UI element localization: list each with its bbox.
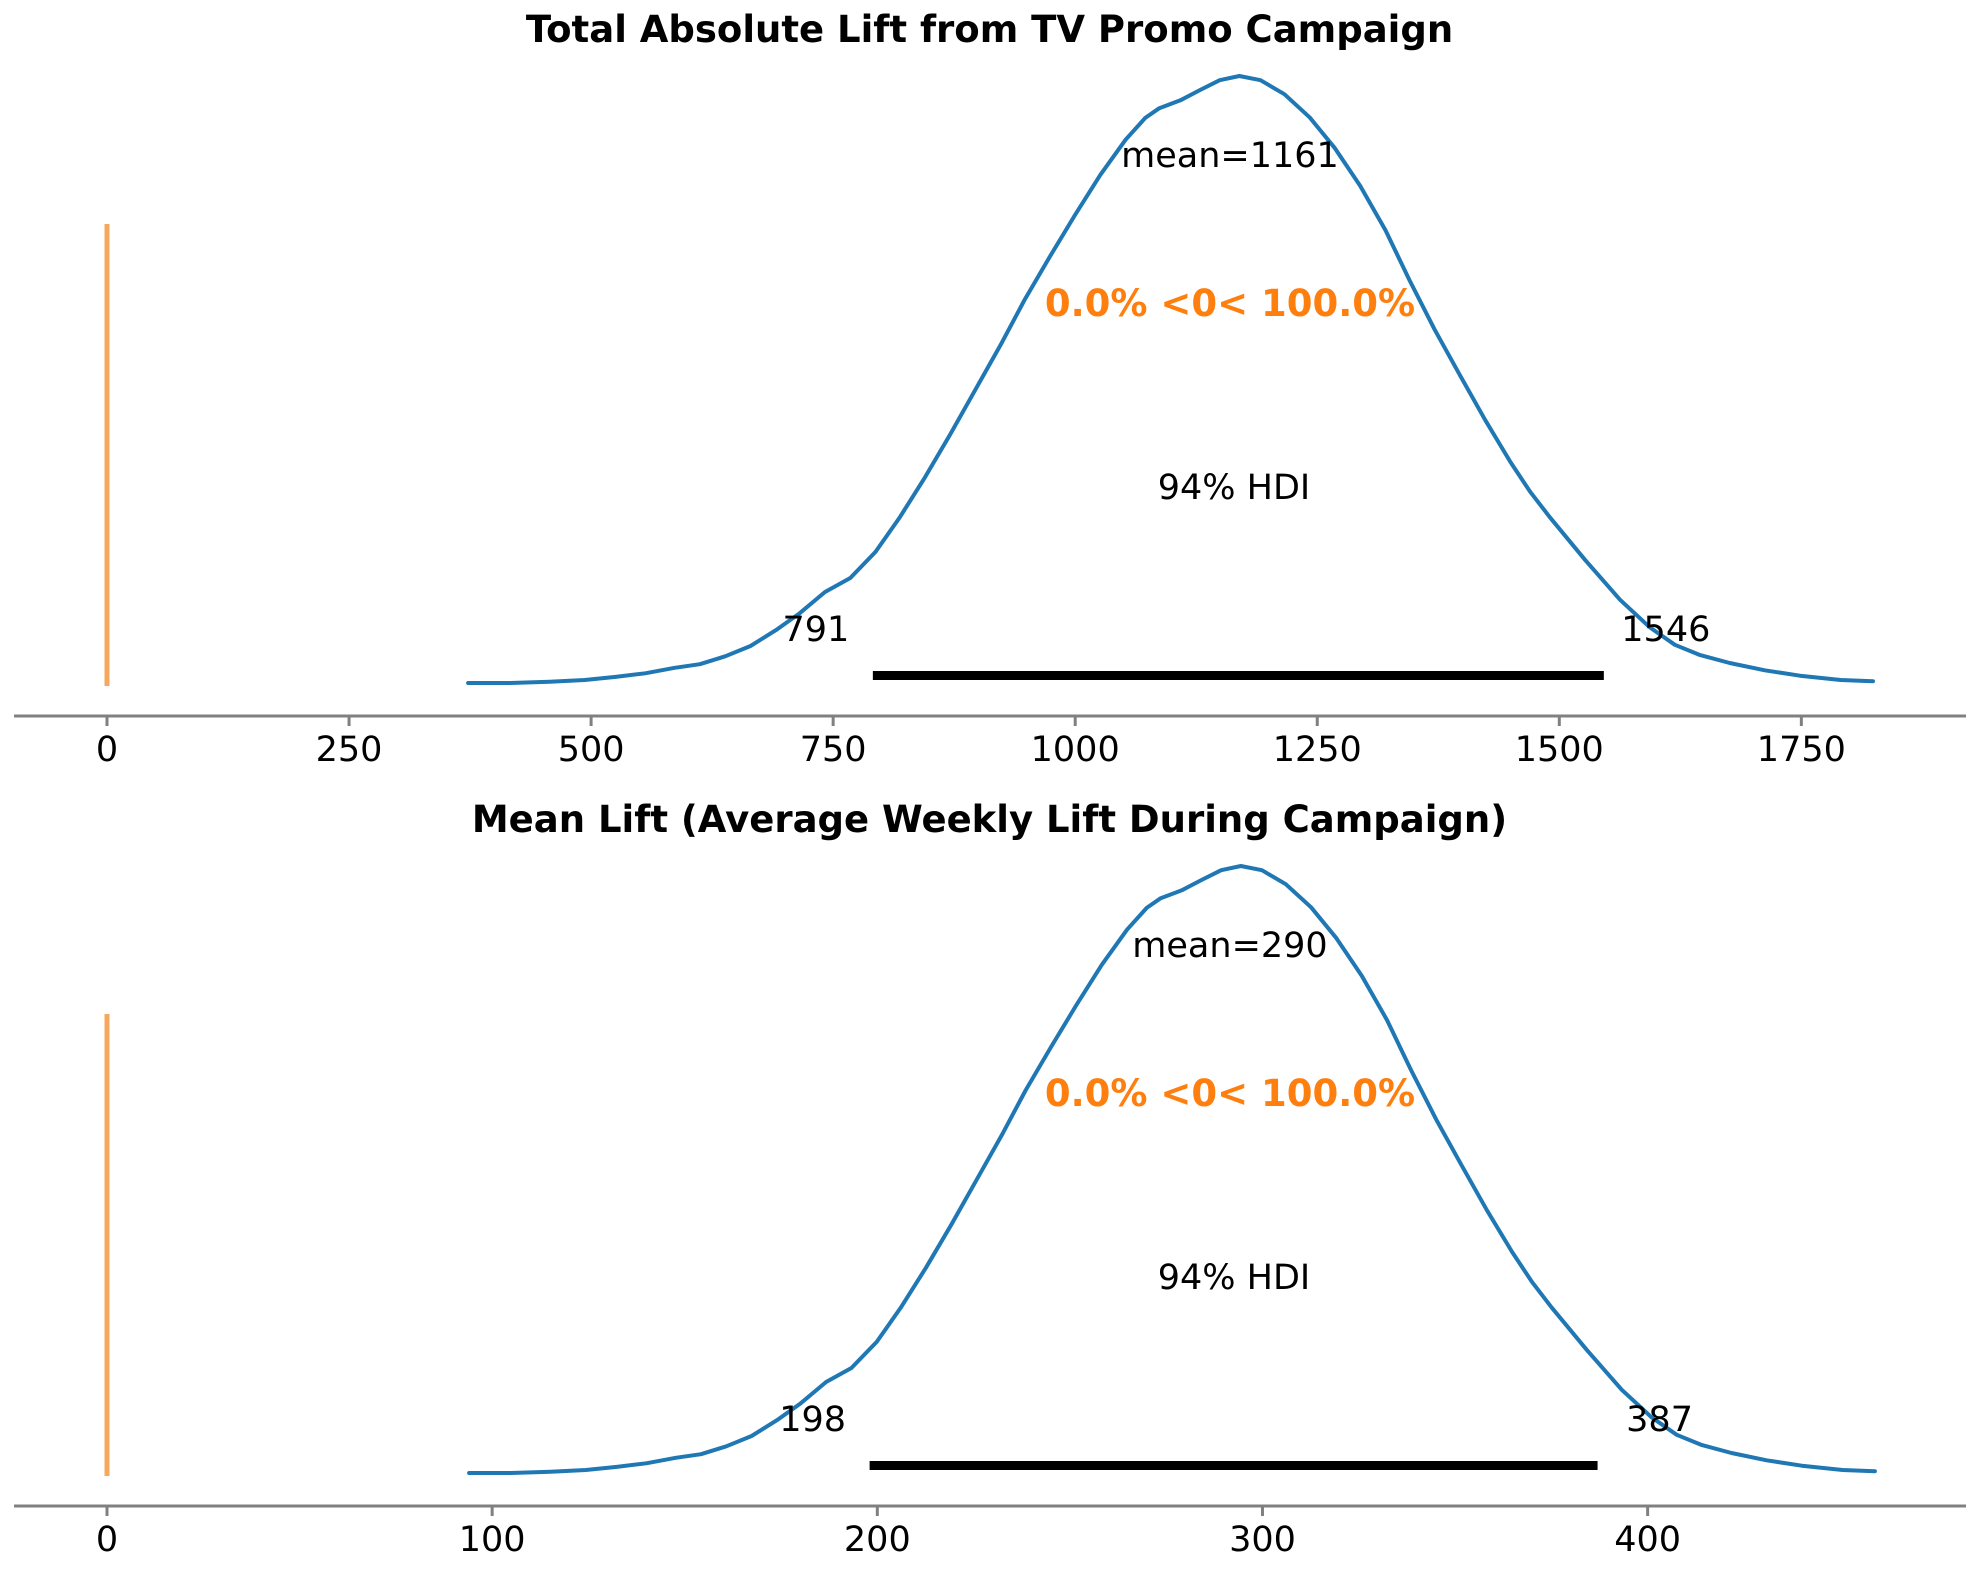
x-axis-tick-label: 500 <box>557 730 625 770</box>
x-axis-tick-label: 250 <box>315 730 383 770</box>
hdi-upper-value: 387 <box>1626 1400 1693 1440</box>
total-lift-plot-area <box>14 74 1966 726</box>
hdi-bar <box>872 671 1604 680</box>
x-axis-tick-label: 400 <box>1614 1520 1682 1560</box>
hdi-bar <box>869 1461 1598 1470</box>
kde-curve <box>467 864 1877 1475</box>
x-axis-tick-label: 1750 <box>1756 730 1846 770</box>
hdi-interval-label: 94% HDI <box>1157 1258 1311 1298</box>
x-axis-tick-label: 0 <box>95 1520 119 1560</box>
ref-value-annotation: 0.0% <0< 100.0% <box>1044 1072 1416 1115</box>
x-axis-tick-label: 300 <box>1229 1520 1296 1560</box>
kde-curve <box>466 74 1875 685</box>
plot-title-total-lift: Total Absolute Lift from TV Promo Campai… <box>525 8 1454 51</box>
mean-annotation: mean=1161 <box>1121 136 1339 176</box>
hdi-lower-value: 198 <box>779 1400 847 1440</box>
hdi-lower-value: 791 <box>782 610 850 650</box>
mean-lift-plot-area <box>14 864 1966 1516</box>
x-axis-tick-label: 1000 <box>1030 730 1120 770</box>
x-axis-tick-label: 1500 <box>1514 730 1604 770</box>
x-axis-tick-label: 1250 <box>1272 730 1362 770</box>
hdi-interval-label: 94% HDI <box>1157 468 1311 508</box>
hdi-upper-value: 1546 <box>1621 610 1711 650</box>
x-axis-tick-label: 750 <box>799 730 867 770</box>
ref-value-annotation: 0.0% <0< 100.0% <box>1044 282 1416 325</box>
plot-title-mean-lift: Mean Lift (Average Weekly Lift During Ca… <box>471 798 1508 841</box>
posterior-plot-mean-lift: Mean Lift (Average Weekly Lift During Ca… <box>0 790 1979 1580</box>
x-axis-tick-label: 200 <box>843 1520 911 1560</box>
x-axis-tick-label: 0 <box>95 730 119 770</box>
posterior-plot-total-lift: Total Absolute Lift from TV Promo Campai… <box>14 8 1966 770</box>
x-axis-tick-label: 100 <box>458 1520 526 1560</box>
mean-annotation: mean=290 <box>1132 926 1328 966</box>
